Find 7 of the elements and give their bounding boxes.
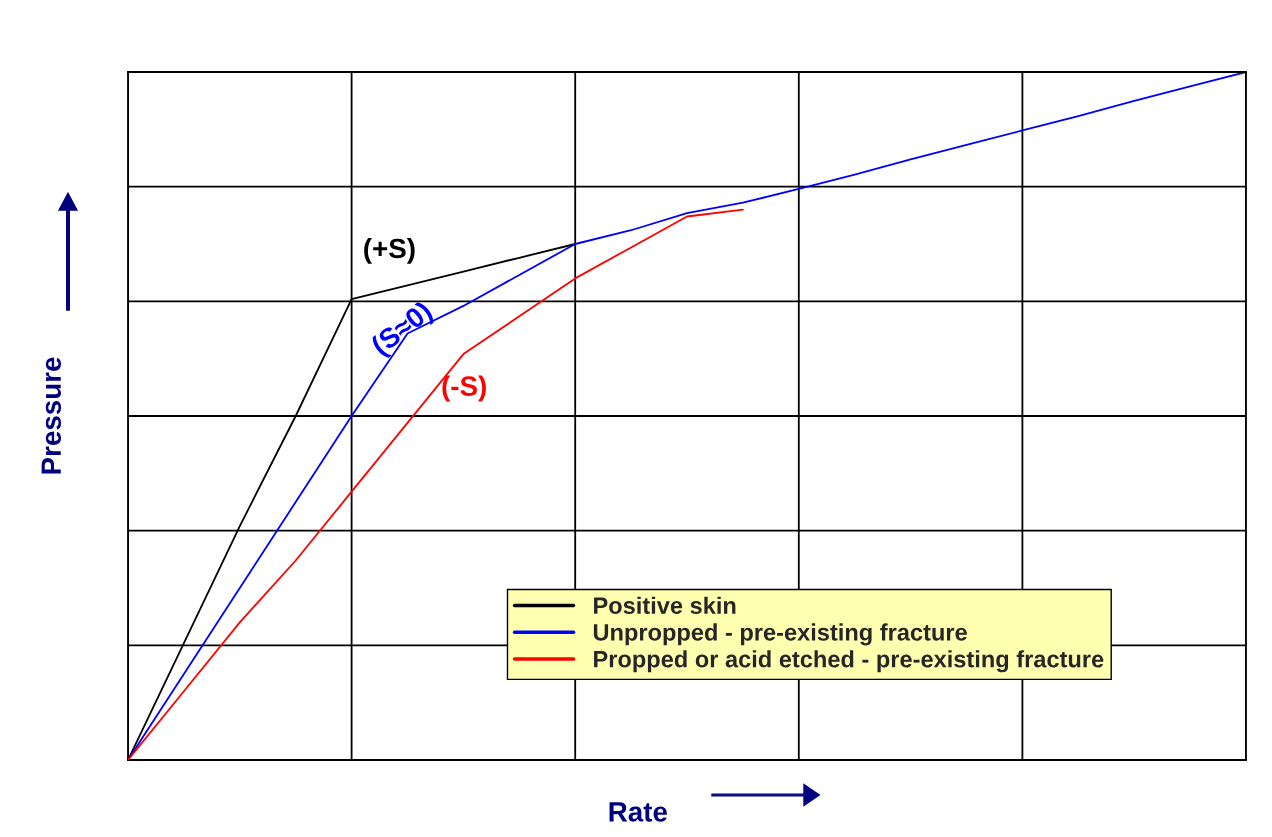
annotation: (+S) [364,237,415,264]
legend-label: Positive skin [594,596,736,614]
annotation: (-S) [442,375,486,402]
legend-label: Propped or acid etched - pre-existing fracture [594,650,1104,673]
x-axis-title: Rate [609,802,667,822]
legend-label: Unpropped - pre-existing fracture [593,623,967,646]
y-axis-title: Pressure [41,357,62,474]
